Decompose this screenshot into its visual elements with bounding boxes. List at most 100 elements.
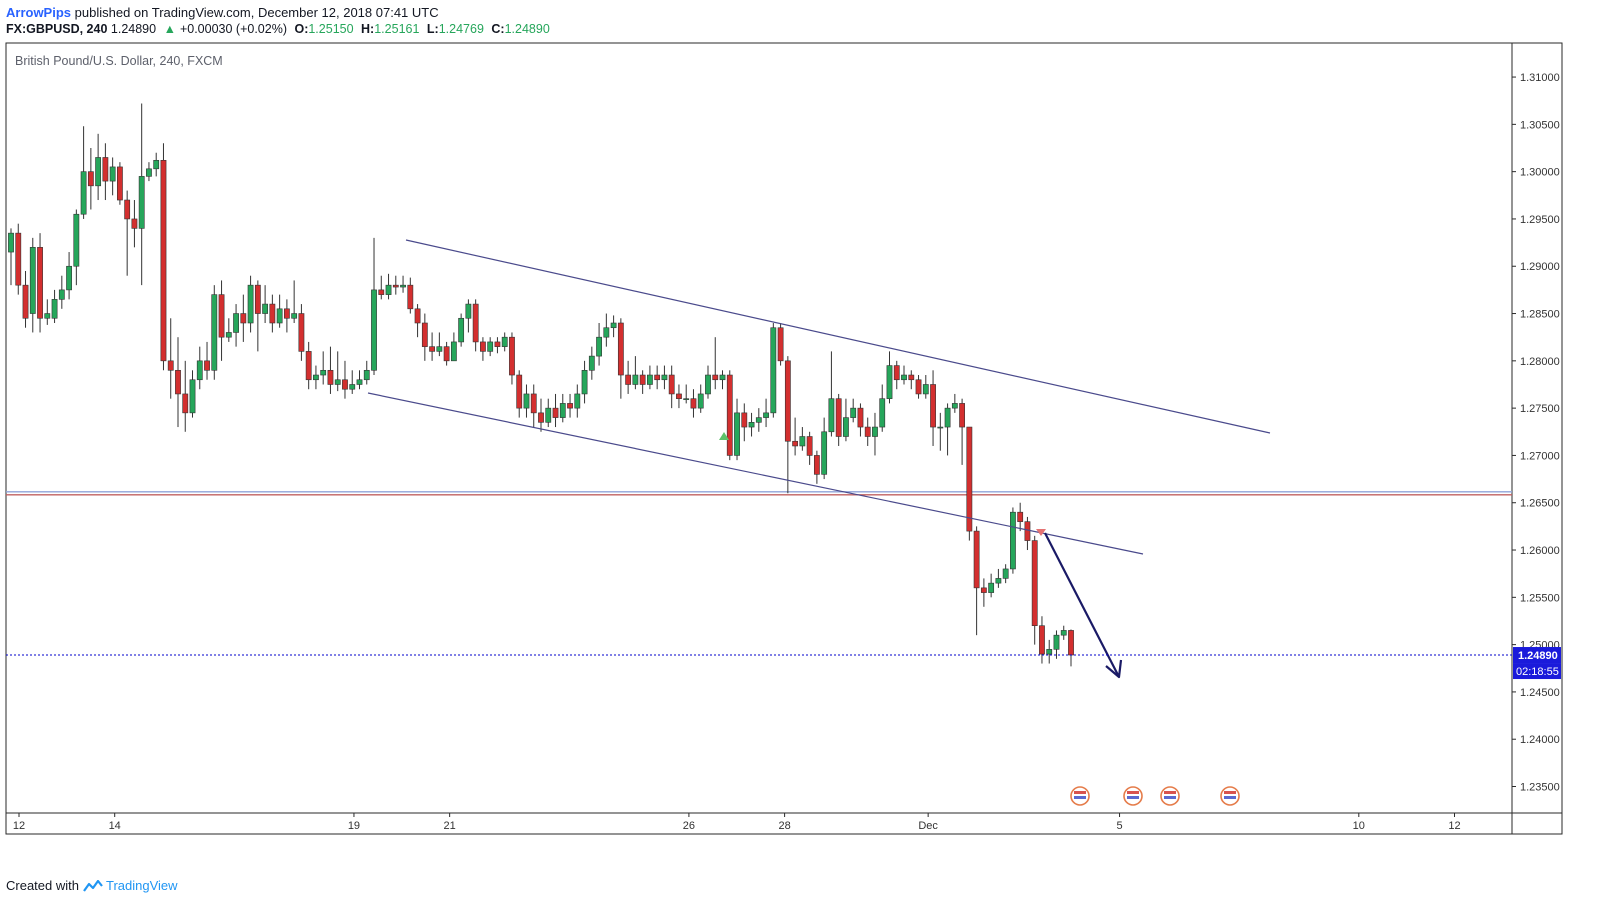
candle-down xyxy=(167,360,174,371)
candle-up xyxy=(233,313,239,333)
drawings[interactable] xyxy=(367,239,1271,679)
candle-up xyxy=(523,393,530,409)
time-axis[interactable]: 121419212628Dec51012171924 xyxy=(13,813,1619,832)
event-flag-stripe xyxy=(1127,791,1139,794)
x-tick-label: Dec xyxy=(918,820,938,832)
footer: Created with TradingView xyxy=(6,878,178,893)
event-flag-stripe xyxy=(1224,791,1236,794)
candle-down xyxy=(254,284,261,314)
forecast-arrow-line[interactable] xyxy=(1044,532,1119,676)
countdown-tag xyxy=(1513,663,1561,680)
candle-up xyxy=(450,341,457,362)
candle-down xyxy=(835,398,842,437)
candle-up xyxy=(886,365,893,399)
candle-up xyxy=(610,322,617,329)
candle-down xyxy=(392,284,399,288)
candle-down xyxy=(864,426,871,437)
candle-up xyxy=(1060,630,1067,636)
channel-upper-line[interactable] xyxy=(405,239,1271,434)
candle-up xyxy=(603,327,610,338)
candle-down xyxy=(792,440,799,447)
candle-up xyxy=(51,299,58,319)
candle-up xyxy=(748,422,755,428)
candle-down xyxy=(421,322,428,347)
candle-up xyxy=(588,355,595,371)
candle-down xyxy=(182,393,189,414)
candle-down xyxy=(283,308,290,319)
candle-up xyxy=(109,166,116,182)
candle-up xyxy=(988,582,995,593)
candle-up xyxy=(995,578,1002,584)
candle-up xyxy=(371,289,377,371)
candle-down xyxy=(777,327,784,362)
candle-down xyxy=(494,341,501,347)
candle-up xyxy=(937,426,944,429)
chart-title: British Pound/U.S. Dollar, 240, FXCM xyxy=(15,54,223,68)
tradingview-logo-icon xyxy=(83,879,103,892)
chart-frame xyxy=(5,42,1563,835)
event-flag-stripe xyxy=(1127,796,1139,799)
event-flag-stripe xyxy=(1074,791,1086,794)
candle-up xyxy=(697,393,704,409)
candle-down xyxy=(509,336,515,376)
close-label: C: xyxy=(491,22,505,36)
candle-down xyxy=(204,360,210,371)
candle-up xyxy=(225,332,232,338)
tradingview-link[interactable]: TradingView xyxy=(105,878,178,893)
candle-down xyxy=(102,157,109,182)
economic-events[interactable] xyxy=(1070,786,1240,806)
price-axis[interactable]: 1.31000 1.30500 1.30000 1.29500 1.29000 1.285… xyxy=(1512,72,1560,794)
y-tick-label: 1.29500 xyxy=(1520,214,1560,226)
y-tick-label: 1.23500 xyxy=(1520,782,1560,794)
candle-up xyxy=(1053,634,1060,650)
x-tick-label: 10 xyxy=(1353,820,1365,832)
candle-up xyxy=(356,379,363,385)
publish-info: ArrowPips published on TradingView.com, … xyxy=(6,5,439,20)
y-tick-label: 1.28000 xyxy=(1520,356,1560,368)
x-tick-label: 12 xyxy=(1448,820,1460,832)
candle-down xyxy=(117,166,123,201)
channel-lower-line[interactable] xyxy=(367,392,1144,555)
y-tick-label: 1.31000 xyxy=(1520,72,1560,84)
candle-down xyxy=(378,289,385,295)
author-name[interactable]: ArrowPips xyxy=(6,5,72,20)
candle-down xyxy=(1017,511,1024,522)
candle-up xyxy=(138,176,145,229)
candle-up xyxy=(799,436,806,447)
candle-up xyxy=(44,313,51,319)
open-label: O: xyxy=(294,22,309,36)
candle-down xyxy=(676,393,682,399)
y-tick-label: 1.30500 xyxy=(1520,119,1560,131)
candle-up xyxy=(320,369,327,376)
low-value: 1.24769 xyxy=(438,22,484,36)
candle-up xyxy=(8,232,14,253)
candle-up xyxy=(1010,511,1016,570)
candle-up xyxy=(385,284,392,295)
candle-up xyxy=(734,412,740,456)
candle-up xyxy=(95,157,102,187)
open-value: 1.25150 xyxy=(308,22,354,36)
candle-down xyxy=(160,159,167,362)
y-tick-label: 1.27000 xyxy=(1520,450,1560,462)
candle-down xyxy=(327,369,334,385)
candle-up xyxy=(901,374,907,381)
candle-down xyxy=(87,171,94,187)
candle-up xyxy=(951,403,958,409)
candle-down xyxy=(175,369,181,395)
y-tick-label: 1.30000 xyxy=(1520,167,1560,179)
high-value: 1.25161 xyxy=(374,22,420,36)
candle-down xyxy=(530,393,537,414)
candle-up xyxy=(922,384,929,395)
candle-up xyxy=(581,369,588,395)
x-tick-label: 12 xyxy=(13,820,25,832)
horizontal-level[interactable] xyxy=(6,491,1512,496)
candle-down xyxy=(218,294,225,338)
candle-up xyxy=(153,159,160,170)
candle-down xyxy=(726,374,733,456)
candle-down xyxy=(1039,625,1045,655)
candle-down xyxy=(959,403,965,428)
candle-up xyxy=(632,374,639,385)
candle-down xyxy=(516,374,523,409)
candle-up xyxy=(574,393,581,409)
